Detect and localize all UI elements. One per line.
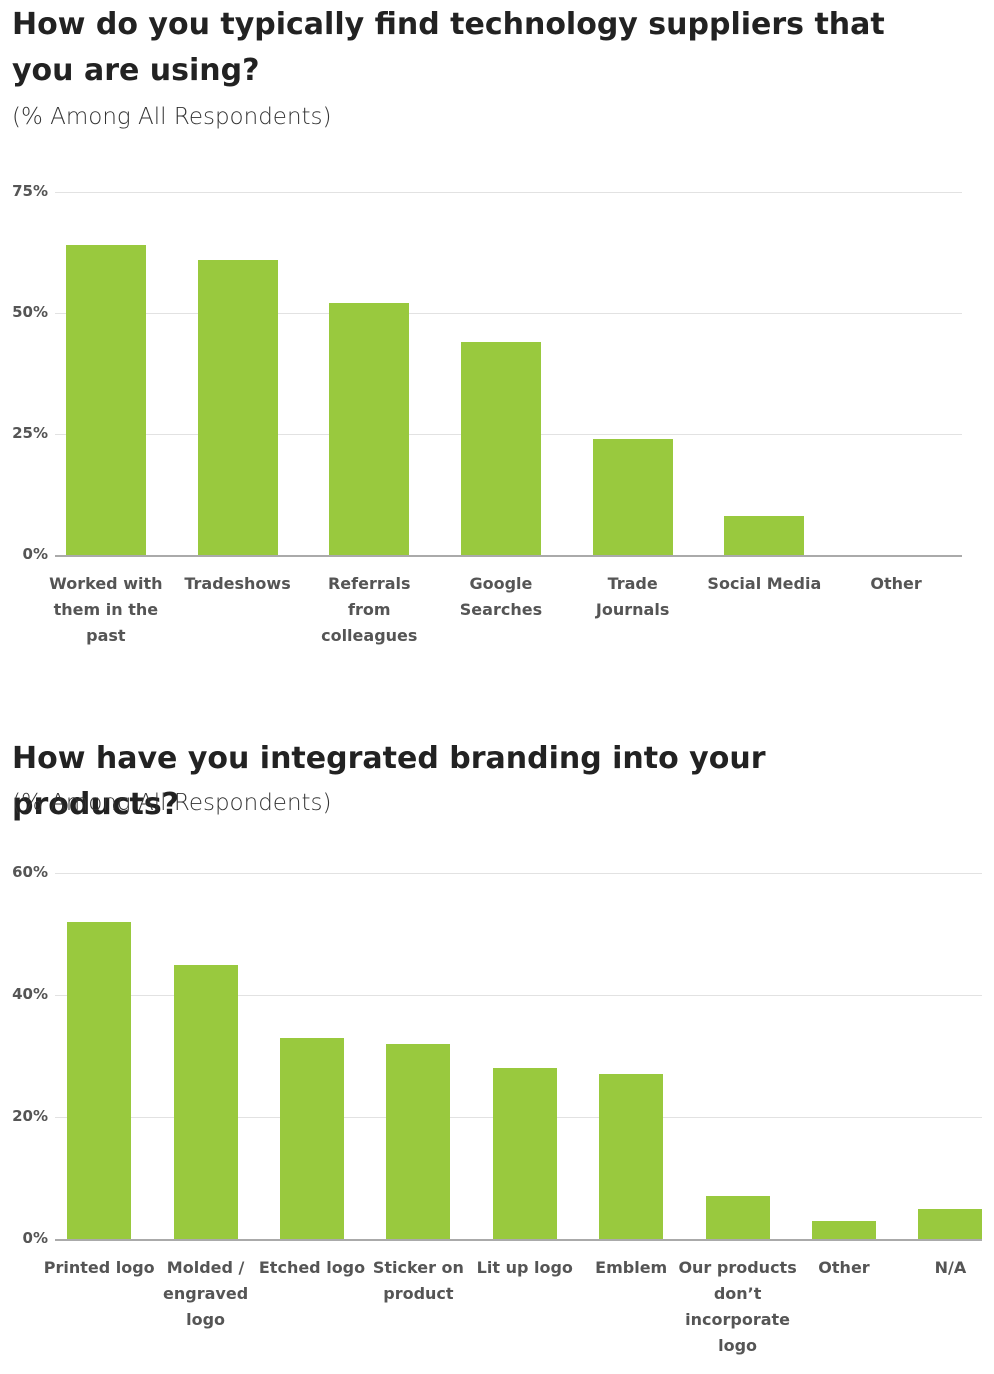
grid-line [55,555,962,557]
grid-line [55,995,982,996]
x-tick-label: Molded / engraved logo [163,1258,249,1329]
y-tick-label: 50% [12,303,48,321]
grid-line [55,1239,982,1241]
x-tick-label: Emblem [595,1258,668,1277]
y-tick-label: 75% [12,182,48,200]
bar [592,438,673,555]
bar [492,1068,557,1239]
chart-title: How do you typically find technology sup… [12,7,885,88]
bar [918,1208,983,1239]
y-tick-label: 25% [12,424,48,442]
chart-title: How have you integrated branding into yo… [12,741,766,822]
bar [280,1037,344,1239]
bar [329,303,410,555]
x-tick-label: Trade Journals [595,574,670,619]
y-tick-label: 0% [22,545,48,563]
x-tick-label: Google Searches [459,574,543,619]
bar [724,516,805,555]
x-tick-label: Etched logo [258,1258,366,1277]
bar [197,259,278,555]
bar [67,921,132,1239]
chart-subtitle: (% Among All Respondents) [12,104,332,130]
x-tick-label: Tradeshows [184,574,291,593]
bar [386,1043,451,1239]
bar [705,1196,770,1239]
bar [65,245,146,555]
y-tick-label: 40% [12,985,48,1003]
chart-subtitle: (% Among All Respondents) [12,790,332,816]
bar [173,964,238,1239]
x-tick-label: N/A [934,1258,967,1277]
y-tick-label: 20% [12,1107,48,1125]
x-tick-label: Other [818,1258,870,1277]
x-tick-label: Referrals from colleagues [321,574,418,645]
x-tick-label: Our products don’t incorporate logo [678,1258,797,1355]
grid-line [55,313,962,314]
x-tick-label: Social Media [707,574,822,593]
x-tick-label: Printed logo [43,1258,155,1277]
bar [599,1074,664,1239]
x-tick-label: Lit up logo [476,1258,573,1277]
y-tick-label: 0% [22,1229,48,1247]
grid-line [55,192,962,193]
x-tick-label: Worked with them in the past [49,574,163,645]
bar [812,1220,876,1239]
x-tick-label: Sticker on product [372,1258,464,1303]
y-tick-label: 60% [12,863,48,881]
x-tick-label: Other [870,574,922,593]
bar [460,342,541,555]
grid-line [55,873,982,874]
